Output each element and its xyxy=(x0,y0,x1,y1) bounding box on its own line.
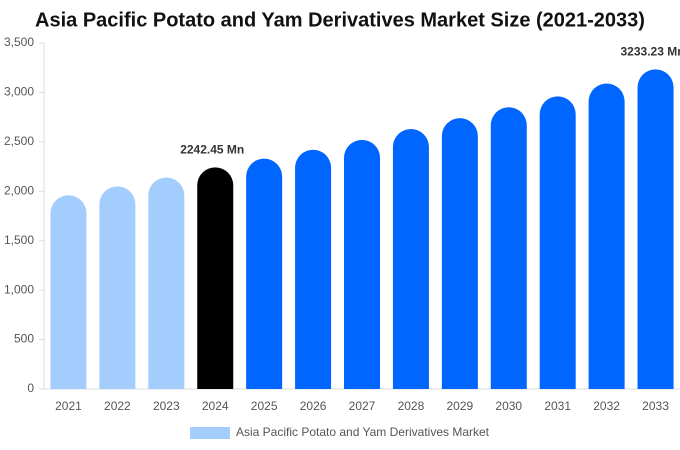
y-tick-label: 500 xyxy=(14,332,34,346)
bar xyxy=(344,139,380,389)
y-tick-label: 3,000 xyxy=(4,85,34,99)
x-tick-label: 2024 xyxy=(202,399,229,413)
x-tick-label: 2031 xyxy=(544,399,571,413)
x-tick-label: 2023 xyxy=(153,399,180,413)
bar xyxy=(392,129,429,389)
y-tick-label: 0 xyxy=(27,381,34,395)
x-tick-label: 2030 xyxy=(495,399,522,413)
x-tick-label: 2025 xyxy=(251,399,278,413)
x-tick-label: 2028 xyxy=(398,399,425,413)
bar xyxy=(637,69,674,389)
chart-title: Asia Pacific Potato and Yam Derivatives … xyxy=(35,9,645,31)
y-tick-label: 1,500 xyxy=(4,233,34,247)
bar xyxy=(588,83,625,389)
x-tick-label: 2021 xyxy=(55,399,82,413)
bar xyxy=(295,149,332,389)
y-tick-label: 2,500 xyxy=(4,134,34,148)
bar xyxy=(490,107,527,389)
bar xyxy=(539,96,576,389)
x-tick-label: 2022 xyxy=(104,399,131,413)
bar xyxy=(246,158,283,389)
y-tick-label: 3,500 xyxy=(4,35,34,49)
y-tick-label: 1,000 xyxy=(4,282,34,296)
value-label: 2242.45 Mn xyxy=(180,142,244,156)
value-label: 3233.23 Mn xyxy=(621,45,680,59)
y-tick-label: 2,000 xyxy=(4,183,34,197)
legend-swatch xyxy=(190,427,230,439)
x-tick-label: 2032 xyxy=(593,399,620,413)
legend-label: Asia Pacific Potato and Yam Derivatives … xyxy=(236,425,490,439)
x-tick-label: 2026 xyxy=(300,399,327,413)
x-tick-label: 2033 xyxy=(642,399,669,413)
x-tick-label: 2027 xyxy=(349,399,376,413)
bar xyxy=(197,167,234,389)
x-tick-label: 2029 xyxy=(446,399,473,413)
bar xyxy=(50,195,87,389)
bar xyxy=(441,118,478,389)
bar xyxy=(99,186,136,389)
bar xyxy=(148,177,185,389)
